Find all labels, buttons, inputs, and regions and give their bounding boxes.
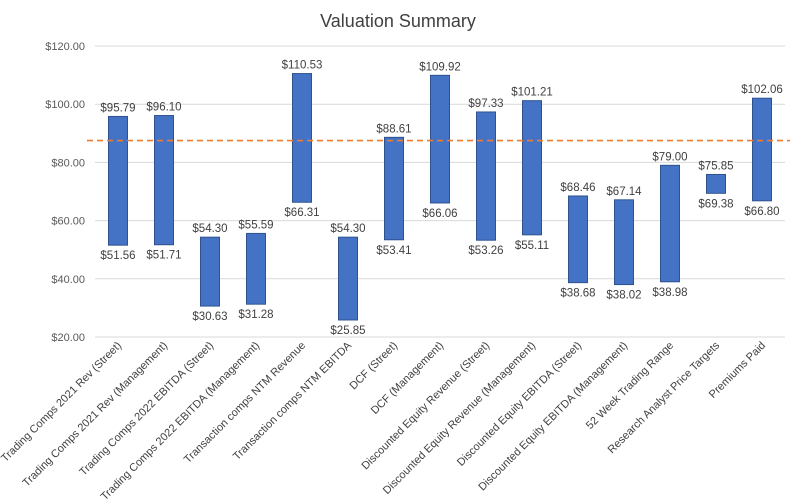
low-value-label: $51.71 <box>146 250 181 262</box>
range-bar <box>522 100 542 236</box>
range-bar <box>660 164 680 283</box>
y-tick-label: $100.00 <box>45 99 85 111</box>
x-category-label: 52 Week Trading Range <box>584 340 676 432</box>
chart-title: Valuation Summary <box>320 11 476 31</box>
range-bar <box>246 232 266 305</box>
data-labels: $95.79 $51.56 $96.10 $51.71 $54.30 $30.63 $55.… <box>100 60 782 337</box>
low-value-label: $53.41 <box>376 245 411 257</box>
high-value-label: $96.10 <box>146 102 181 114</box>
low-value-label: $30.63 <box>192 311 227 323</box>
low-value-label: $38.02 <box>606 290 641 302</box>
y-axis-ticks: $20.00 $40.00 $60.00 $80.00 $100.00 $120.00 <box>45 41 85 344</box>
high-value-label: $55.59 <box>238 219 273 231</box>
high-value-label: $79.00 <box>652 151 687 163</box>
low-value-label: $25.85 <box>330 325 365 337</box>
range-bars <box>108 73 772 321</box>
range-bar <box>476 111 496 241</box>
high-value-label: $88.61 <box>376 123 411 135</box>
low-value-label: $69.38 <box>698 198 733 210</box>
range-bar <box>706 173 726 194</box>
range-bar <box>338 236 358 321</box>
high-value-label: $54.30 <box>330 223 365 235</box>
y-tick-label: $20.00 <box>51 332 85 344</box>
x-axis-category-labels: Trading Comps 2021 Rev (Street)Trading C… <box>0 339 768 503</box>
range-bar <box>108 115 128 246</box>
high-value-label: $75.85 <box>698 160 733 172</box>
range-bar <box>752 97 772 202</box>
range-bar <box>430 74 450 204</box>
low-value-label: $66.31 <box>284 207 319 219</box>
y-tick-label: $80.00 <box>51 157 85 169</box>
low-value-label: $66.80 <box>744 206 779 218</box>
high-value-label: $97.33 <box>468 98 503 110</box>
range-bar <box>292 73 312 203</box>
y-tick-label: $120.00 <box>45 41 85 53</box>
low-value-label: $51.56 <box>100 250 135 262</box>
high-value-label: $54.30 <box>192 223 227 235</box>
y-tick-label: $60.00 <box>51 216 85 228</box>
high-value-label: $68.46 <box>560 182 595 194</box>
high-value-label: $102.06 <box>741 84 783 96</box>
x-category-label: Trading Comps 2022 EBITDA (Management) <box>99 340 262 503</box>
high-value-label: $109.92 <box>419 61 461 73</box>
low-value-label: $53.26 <box>468 245 503 257</box>
low-value-label: $38.98 <box>652 287 687 299</box>
range-bar <box>614 199 634 286</box>
y-tick-label: $40.00 <box>51 274 85 286</box>
high-value-label: $110.53 <box>282 60 323 72</box>
high-value-label: $101.21 <box>511 87 553 99</box>
high-value-label: $67.14 <box>606 186 642 198</box>
range-bar <box>200 236 220 307</box>
high-value-label: $95.79 <box>100 102 135 114</box>
low-value-label: $66.06 <box>422 208 457 220</box>
low-value-label: $55.11 <box>515 240 549 252</box>
range-bar <box>568 195 588 284</box>
range-bar <box>384 136 404 241</box>
low-value-label: $38.68 <box>560 288 595 300</box>
low-value-label: $31.28 <box>238 309 273 321</box>
range-bar <box>154 115 174 246</box>
